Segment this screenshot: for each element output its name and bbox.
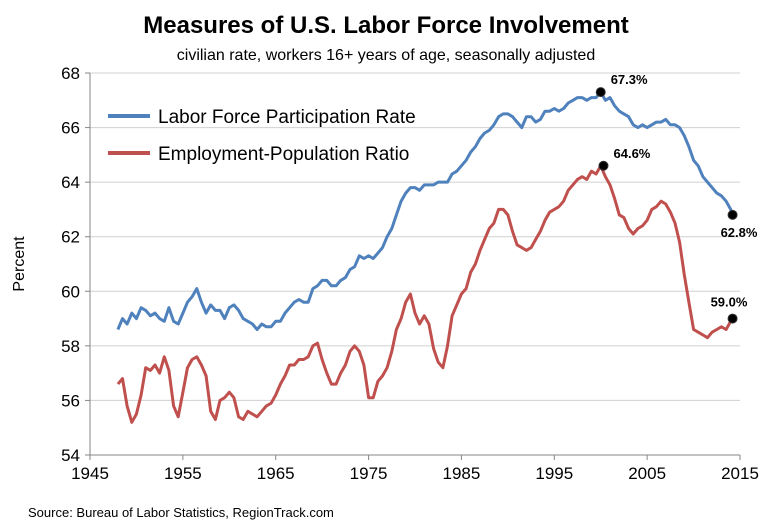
x-tick-label: 1945 [71, 464, 109, 483]
y-tick-label: 64 [61, 173, 80, 192]
x-tick-labels: 1945 1955 1965 1975 1985 1995 2005 2015 [71, 455, 759, 483]
y-tick-label: 68 [61, 64, 80, 83]
y-tick-label: 58 [61, 337, 80, 356]
annotation-label: 59.0% [711, 295, 748, 310]
annotation-label: 64.6% [614, 146, 651, 161]
x-tick-label: 2005 [628, 464, 666, 483]
annotation-marker [598, 160, 609, 171]
y-axis-label: Percent [11, 236, 28, 292]
legend: Labor Force Participation Rate Employmen… [108, 107, 416, 165]
annotation-label: 62.8% [721, 225, 758, 240]
annotation-marker [727, 313, 738, 324]
y-tick-labels: 54 56 58 60 62 64 66 68 [61, 64, 90, 465]
x-tick-label: 2015 [721, 464, 759, 483]
x-tick-label: 1965 [257, 464, 295, 483]
legend-label-employment: Employment-Population Ratio [158, 144, 409, 165]
annotation-label: 67.3% [611, 72, 648, 87]
series-line-participation-rate [116, 90, 735, 331]
annotation-marker [595, 87, 606, 98]
x-tick-label: 1975 [350, 464, 388, 483]
legend-label-participation: Labor Force Participation Rate [158, 107, 416, 128]
series-layer [116, 90, 735, 424]
x-tick-label: 1985 [443, 464, 481, 483]
y-tick-label: 60 [61, 282, 80, 301]
annotations: 67.3% 62.8% 64.6% 59.0% [595, 72, 758, 324]
source-note: Source: Bureau of Labor Statistics, Regi… [28, 505, 334, 520]
y-tick-label: 56 [61, 391, 80, 410]
chart-subtitle: civilian rate, workers 16+ years of age,… [177, 47, 595, 64]
chart-title: Measures of U.S. Labor Force Involvement [143, 12, 628, 39]
y-tick-label: 66 [61, 119, 80, 138]
series-line-employment-population-ratio [116, 164, 734, 424]
annotation-marker [727, 209, 738, 220]
x-tick-label: 1955 [164, 464, 202, 483]
x-tick-label: 1995 [535, 464, 573, 483]
y-tick-label: 54 [61, 446, 80, 465]
y-tick-label: 62 [61, 228, 80, 247]
